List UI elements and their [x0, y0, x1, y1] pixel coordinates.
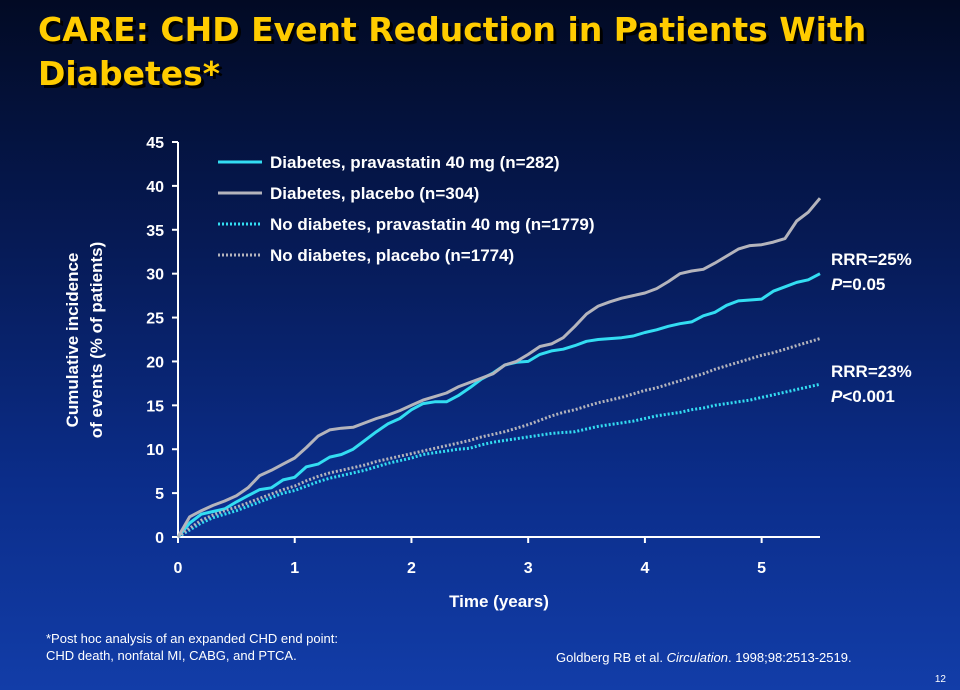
y-tick-label: 30 — [146, 267, 164, 284]
y-tick-label: 35 — [146, 223, 164, 240]
legend-label-4: No diabetes, placebo (n=1774) — [270, 246, 514, 265]
chart-series — [176, 197, 822, 539]
citation-journal: Circulation — [666, 650, 728, 665]
p-value-label-2: P<0.001 — [831, 387, 895, 406]
y-tick-label: 45 — [146, 135, 164, 152]
citation-prefix: Goldberg RB et al. — [556, 650, 667, 665]
p-value-label-1: P=0.05 — [831, 275, 885, 294]
page-number: 12 — [934, 674, 946, 685]
rrr-label-2: RRR=23% — [831, 362, 912, 381]
rrr-label-1: RRR=25% — [831, 250, 912, 269]
citation-suffix: . 1998;98:2513-2519. — [727, 650, 852, 665]
x-tick-label: 2 — [407, 560, 416, 577]
y-tick-label: 40 — [146, 179, 164, 196]
y-tick-label: 15 — [146, 398, 164, 415]
x-tick-label: 5 — [757, 560, 766, 577]
legend-label-2: Diabetes, placebo (n=304) — [270, 184, 479, 203]
footnote-line-2: CHD death, nonfatal MI, CABG, and PTCA. — [46, 648, 297, 663]
y-tick-label: 0 — [155, 530, 164, 547]
slide-title: CARE: CHD Event Reduction in Patients Wi… — [38, 10, 867, 93]
y-tick-label: 25 — [146, 311, 164, 328]
footnote-line-1: *Post hoc analysis of an expanded CHD en… — [46, 631, 338, 646]
y-tick-label: 10 — [146, 442, 164, 459]
footnote: *Post hoc analysis of an expanded CHD en… — [46, 630, 466, 664]
legend-label-3: No diabetes, pravastatin 40 mg (n=1779) — [270, 215, 595, 234]
x-tick-label: 4 — [640, 560, 649, 577]
y-axis-title-line1: Cumulative incidence — [63, 253, 82, 428]
y-axis-title-line2: of events (% of patients) — [87, 242, 106, 438]
series-line-2 — [176, 197, 822, 538]
y-tick-label: 20 — [146, 354, 164, 371]
chart-annotations: RRR=25% P=0.05 RRR=23% P<0.001 — [831, 250, 912, 406]
legend-label-1: Diabetes, pravastatin 40 mg (n=282) — [270, 153, 560, 172]
citation: Goldberg RB et al. Circulation. 1998;98:… — [556, 650, 936, 665]
x-tick-label: 0 — [174, 560, 183, 577]
chart-legend: Diabetes, pravastatin 40 mg (n=282) Diabe… — [218, 153, 595, 265]
x-tick-label: 3 — [524, 560, 533, 577]
series-line-3 — [177, 382, 821, 539]
y-tick-label: 5 — [155, 486, 164, 503]
x-axis-title: Time (years) — [449, 592, 549, 611]
x-tick-label: 1 — [290, 560, 299, 577]
